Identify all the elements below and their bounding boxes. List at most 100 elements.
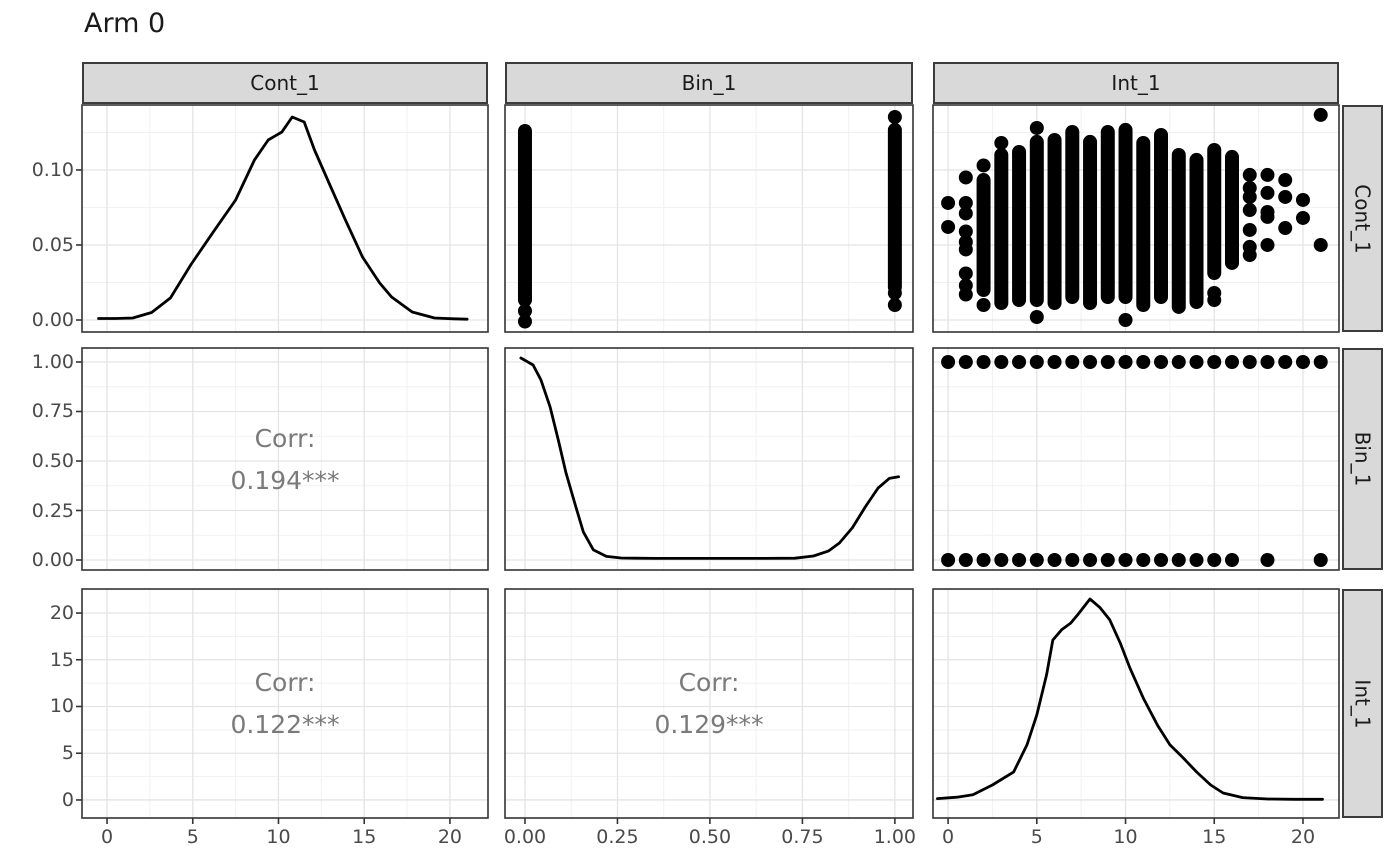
corr-label: Corr: [254, 668, 316, 697]
facet-strip-right-bin1: Bin_1 [1342, 348, 1383, 570]
y-tick-label: 0.05 [31, 233, 74, 256]
panel-border [504, 347, 914, 571]
panel-r2c1 [504, 588, 914, 819]
facet-strip-top-bin1: Bin_1 [505, 62, 913, 104]
scatter-dot [1242, 354, 1257, 369]
scatter-dot [1029, 309, 1044, 324]
scatter-dot [1136, 354, 1151, 369]
scatter-dot [517, 314, 532, 329]
scatter-dot [1224, 354, 1239, 369]
x-tick-label: 15 [352, 826, 377, 848]
panel-border [81, 588, 489, 819]
facet-strip-top-cont1: Cont_1 [82, 62, 488, 104]
scatter-dot [887, 297, 902, 312]
scatter-dot [1065, 354, 1080, 369]
scatter-dot [1154, 553, 1169, 568]
scatter-dot [1313, 107, 1328, 122]
scatter-dot [1260, 167, 1275, 182]
scatter-dot [958, 553, 973, 568]
corr-label: Corr: [254, 423, 316, 453]
scatter-dot [1278, 189, 1293, 204]
scatter-dot [941, 354, 956, 369]
scatter-dot [1295, 354, 1310, 369]
scatter-dot [887, 110, 902, 125]
scatter-dot [941, 553, 956, 568]
corr-panel-cont1-int1: Corr: 0.122*** [82, 589, 488, 818]
panel-border [932, 588, 1340, 819]
scatter-dot [958, 195, 973, 210]
panel-r2c2 [932, 588, 1340, 819]
scatter-dot [1260, 237, 1275, 252]
y-tick-label: 0.00 [31, 549, 74, 571]
panel-r0c0 [81, 104, 489, 333]
scatter-dot [1313, 553, 1328, 568]
scatter-dot [1118, 354, 1133, 369]
panel-r1c1 [504, 347, 914, 571]
y-tick-label: 0.75 [31, 400, 74, 423]
scatter-dot [1242, 189, 1257, 204]
y-tick-label: 0.10 [31, 158, 74, 181]
panel-bg [82, 105, 488, 332]
scatter-dot [1278, 354, 1293, 369]
scatter-dot [1154, 354, 1169, 369]
scatter-dot [1242, 203, 1257, 218]
facet-strip-top-int1: Int_1 [933, 62, 1339, 104]
scatter-dot [958, 266, 973, 281]
scatter-dot [1242, 222, 1257, 237]
scatter-dot [1012, 553, 1027, 568]
corr-panel-cont1-bin1: Corr: 0.194*** [82, 348, 488, 570]
panel-border [504, 588, 914, 819]
facet-strip-right-cont1: Cont_1 [1342, 105, 1383, 332]
x-tick-label: 0 [942, 826, 955, 848]
x-tick-label: 5 [1030, 826, 1043, 848]
scatter-dot [1047, 354, 1062, 369]
scatter-dot [1118, 553, 1133, 568]
corr-panel-bin1-int1: Corr: 0.129*** [505, 589, 913, 818]
scatter-dot [1100, 553, 1115, 568]
facet-strip-label: Cont_1 [250, 71, 320, 95]
scatter-dot [1260, 185, 1275, 200]
y-tick-label: 0.50 [31, 449, 74, 472]
facet-strip-label: Int_1 [1111, 71, 1161, 95]
scatter-dot [1313, 354, 1328, 369]
facet-strip-label: Bin_1 [681, 71, 737, 95]
scatter-dot [1260, 354, 1275, 369]
scatter-dot [958, 206, 973, 221]
scatter-dot [1136, 553, 1151, 568]
panel-bg [933, 348, 1339, 570]
scatter-dot [1242, 248, 1257, 263]
corr-value: 0.122*** [230, 710, 340, 739]
x-tick-label: 0 [100, 826, 114, 848]
y-tick-label: 1.00 [31, 350, 74, 373]
panel-bg [505, 589, 913, 818]
x-tick-label: 5 [186, 826, 199, 848]
panel-r1c0 [81, 347, 489, 571]
x-tick-label: 0.25 [596, 826, 639, 848]
scatter-dot [1313, 237, 1328, 252]
scatter-dot [1118, 312, 1133, 327]
panel-r1c2 [932, 347, 1340, 571]
y-tick-label: 15 [49, 648, 74, 671]
scatter-dot [1029, 120, 1044, 135]
scatter-dot [1207, 553, 1222, 568]
scatter-dot [958, 224, 973, 239]
scatter-dot [1295, 192, 1310, 207]
scatter-dot [1278, 173, 1293, 188]
panel-bg [933, 105, 1339, 332]
scatter-dot [976, 553, 991, 568]
scatter-dot [976, 158, 991, 173]
corr-value: 0.194*** [230, 465, 340, 495]
scatter-dot [994, 135, 1009, 150]
scatter-dot [1278, 221, 1293, 236]
y-tick-label: 10 [49, 695, 74, 718]
scatter-dot [994, 354, 1009, 369]
scatter-dot [976, 297, 991, 312]
scatter-dot [1260, 553, 1275, 568]
x-tick-label: 10 [266, 826, 291, 848]
density-curve [936, 597, 1324, 801]
scatter-dot [958, 354, 973, 369]
scatter-dot [976, 354, 991, 369]
scatter-dot [1242, 167, 1257, 182]
scatter-dot [1260, 209, 1275, 224]
